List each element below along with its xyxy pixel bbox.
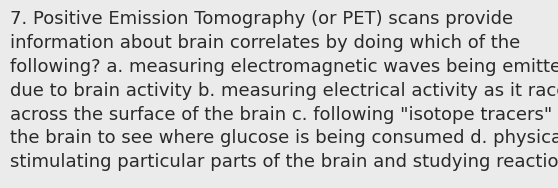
Text: 7. Positive Emission Tomography (or PET) scans provide
information about brain c: 7. Positive Emission Tomography (or PET)… bbox=[10, 10, 558, 171]
